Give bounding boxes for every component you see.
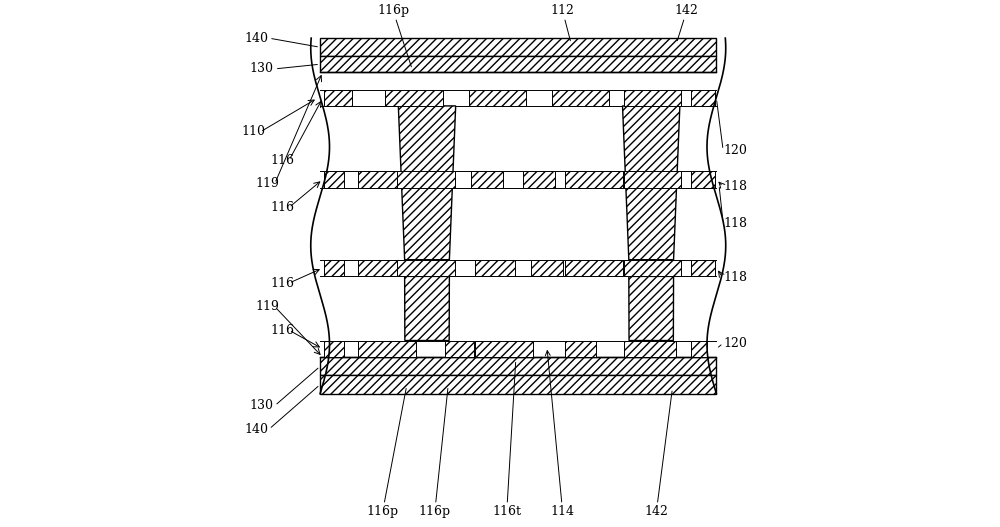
Bar [691,90,715,106]
Bar [324,340,344,357]
Bar [320,56,716,72]
Text: 116p: 116p [419,388,451,518]
Text: 140: 140 [245,32,269,45]
Text: 116t: 116t [492,363,521,518]
Text: 118: 118 [723,180,747,193]
Text: 142: 142 [675,4,699,41]
Bar [624,171,681,188]
Polygon shape [629,276,674,340]
Text: 119: 119 [255,300,279,313]
Bar [523,171,555,188]
Text: 130: 130 [250,399,274,412]
Text: 120: 120 [723,144,747,157]
Bar [324,171,344,188]
Bar [565,340,596,357]
Bar [324,90,352,106]
Text: 116p: 116p [367,388,406,518]
Bar [691,340,707,357]
Bar [624,90,681,106]
Bar [624,260,681,276]
Polygon shape [623,106,680,260]
Text: 112: 112 [551,4,575,41]
Bar [691,171,715,188]
Text: 130: 130 [250,62,274,75]
Bar [552,90,609,106]
Bar [469,90,526,106]
Bar [445,340,474,357]
Polygon shape [405,276,449,340]
Text: 116: 116 [271,324,295,337]
Text: 140: 140 [245,423,269,436]
Text: 116: 116 [271,154,295,167]
Text: 119: 119 [255,177,279,190]
Bar [358,171,397,188]
Text: 142: 142 [644,391,672,518]
Bar [324,260,344,276]
Text: 110: 110 [242,125,266,139]
Text: 118: 118 [723,217,747,230]
Text: 116: 116 [271,201,295,214]
Polygon shape [398,106,456,260]
Bar [624,340,676,357]
Bar [320,357,716,375]
Bar [397,260,455,276]
Bar [320,375,716,394]
Bar [320,38,716,56]
Text: 120: 120 [723,337,747,349]
Bar [565,171,623,188]
Bar [475,260,515,276]
Text: 116p: 116p [377,4,411,67]
Bar [691,260,715,276]
Bar [397,171,455,188]
Text: 116: 116 [271,277,295,290]
Bar [385,90,443,106]
Bar [475,340,533,357]
Bar [358,260,397,276]
Bar [471,171,503,188]
Text: 114: 114 [545,350,575,518]
Bar [358,340,416,357]
Bar [565,260,623,276]
Text: 118: 118 [723,271,747,285]
Bar [531,260,563,276]
